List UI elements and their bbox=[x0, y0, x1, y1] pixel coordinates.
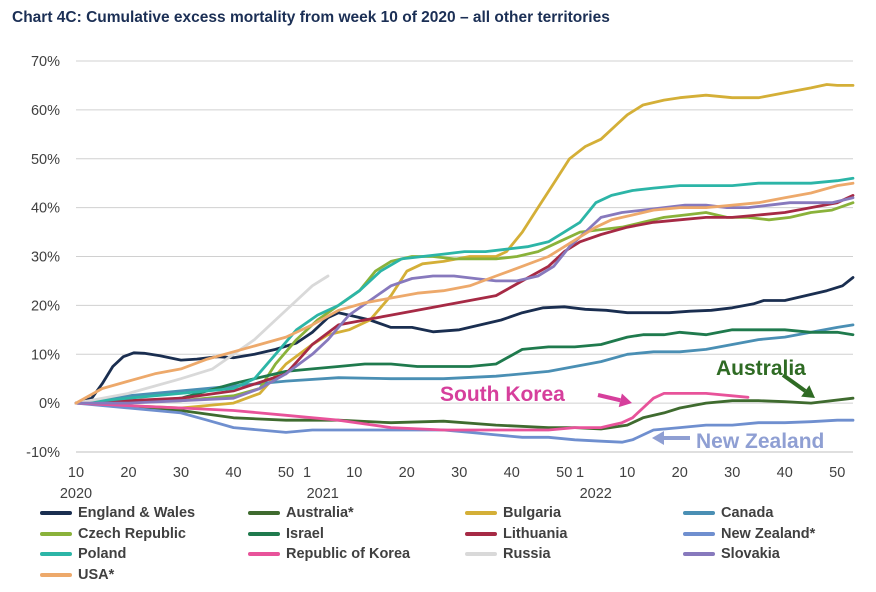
y-tick-label: 60% bbox=[31, 103, 60, 119]
y-tick-label: 0% bbox=[39, 396, 60, 412]
series-line-lithuania bbox=[74, 194, 855, 405]
legend-swatch bbox=[683, 531, 715, 536]
annotation-label-south-korea: South Korea bbox=[440, 383, 565, 406]
x-tick-label: 30 bbox=[173, 465, 189, 481]
annotation-arrow-head bbox=[652, 431, 664, 445]
legend-label: Canada bbox=[721, 505, 774, 521]
x-tick-label: 50 bbox=[556, 465, 572, 481]
legend-item: Australia* bbox=[248, 503, 354, 523]
year-label: 2022 bbox=[580, 486, 612, 502]
legend-swatch bbox=[40, 572, 72, 577]
x-tick-label: 40 bbox=[225, 465, 241, 481]
legend-label: Lithuania bbox=[503, 525, 568, 542]
x-tick-label: 30 bbox=[724, 465, 740, 481]
x-tick-label: 50 bbox=[278, 465, 294, 481]
legend-swatch bbox=[683, 552, 715, 556]
y-tick-label: 20% bbox=[31, 298, 60, 314]
legend-swatch bbox=[683, 511, 715, 515]
legend-label: Slovakia bbox=[721, 546, 780, 562]
legend-item: USA* bbox=[40, 565, 114, 585]
legend-item: Israel bbox=[248, 524, 324, 544]
series-lines bbox=[74, 83, 855, 444]
x-tick-label: 50 bbox=[829, 465, 845, 481]
series-line-israel bbox=[74, 328, 855, 405]
legend-item: Republic of Korea bbox=[248, 544, 410, 564]
x-tick-label: 30 bbox=[451, 465, 467, 481]
legend-item: Russia bbox=[465, 544, 551, 564]
annotation-label-australia: Australia bbox=[716, 357, 806, 380]
series-line-poland bbox=[74, 176, 855, 405]
y-tick-label: 10% bbox=[31, 347, 60, 363]
x-tick-label: 1 bbox=[303, 465, 311, 481]
year-label: 2020 bbox=[60, 486, 92, 502]
legend-swatch bbox=[40, 552, 72, 556]
legend-swatch bbox=[40, 511, 72, 515]
annotation-label-new-zealand: New Zealand bbox=[696, 430, 824, 453]
annotation-arrow-head bbox=[618, 393, 632, 408]
legend-item: Canada bbox=[683, 503, 773, 523]
legend-swatch bbox=[465, 552, 497, 556]
axes: 70%60%50%40%30%20%10%0%-10%10 20 30 40 50 1 10… bbox=[26, 54, 853, 502]
legend-swatch bbox=[248, 511, 280, 515]
legend-swatch bbox=[465, 531, 497, 536]
legend-item: Bulgaria bbox=[465, 503, 561, 523]
legend-label: Australia* bbox=[286, 505, 354, 521]
annotation-arrow-shaft bbox=[597, 393, 621, 403]
legend-item: Czech Republic bbox=[40, 524, 186, 544]
series-line-usa bbox=[74, 181, 855, 405]
series-line-slovakia bbox=[74, 196, 855, 405]
legend-label: Israel bbox=[286, 525, 324, 542]
x-tick-label: 10 bbox=[619, 465, 635, 481]
legend-swatch bbox=[248, 531, 280, 536]
legend-swatch bbox=[248, 552, 280, 556]
y-tick-label: -10% bbox=[26, 445, 60, 461]
legend-label: Republic of Korea bbox=[286, 546, 411, 562]
series-line-russia bbox=[74, 274, 330, 405]
series-line-new-zealand bbox=[74, 401, 855, 444]
legend-item: New Zealand* bbox=[683, 524, 815, 544]
chart-title: Chart 4C: Cumulative excess mortality fr… bbox=[12, 9, 610, 26]
x-tick-label: 1 bbox=[576, 465, 584, 481]
x-tick-label: 10 bbox=[68, 465, 84, 481]
x-tick-label: 20 bbox=[120, 465, 136, 481]
x-tick-label: 20 bbox=[672, 465, 688, 481]
legend-label: Russia bbox=[503, 546, 551, 562]
y-tick-label: 70% bbox=[31, 54, 60, 70]
y-tick-label: 40% bbox=[31, 201, 60, 217]
legend-label: USA* bbox=[78, 566, 115, 583]
legend-label: Bulgaria bbox=[503, 505, 562, 521]
legend-swatch bbox=[465, 511, 497, 515]
annotations: South Korea Australia New Zealand bbox=[440, 357, 824, 453]
series-line-england-wales bbox=[74, 276, 855, 405]
legend-label: New Zealand* bbox=[721, 525, 816, 542]
legend-item: England & Wales bbox=[40, 503, 195, 523]
legend-label: Poland bbox=[78, 546, 127, 562]
annotation-arrow-shaft bbox=[781, 373, 807, 393]
series-line-republic-of-korea bbox=[74, 392, 750, 432]
x-tick-label: 40 bbox=[504, 465, 520, 481]
x-tick-label: 20 bbox=[399, 465, 415, 481]
y-tick-label: 50% bbox=[31, 152, 60, 168]
legend-label: England & Wales bbox=[78, 505, 196, 521]
legend-item: Slovakia bbox=[683, 544, 780, 564]
annotation-arrow-head bbox=[801, 385, 815, 398]
y-tick-label: 30% bbox=[31, 250, 60, 266]
year-label: 2021 bbox=[307, 486, 339, 502]
legend-item: Poland bbox=[40, 544, 126, 564]
x-tick-label: 40 bbox=[777, 465, 793, 481]
legend-item: Lithuania bbox=[465, 524, 567, 544]
legend-label: Czech Republic bbox=[78, 525, 186, 542]
legend-swatch bbox=[40, 531, 72, 536]
x-tick-label: 10 bbox=[346, 465, 362, 481]
